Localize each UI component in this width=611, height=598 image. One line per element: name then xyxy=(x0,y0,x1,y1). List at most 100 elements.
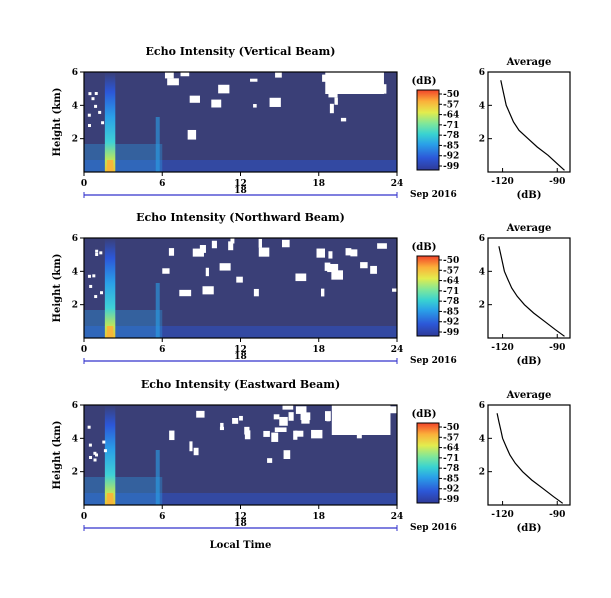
missing-data-patch xyxy=(239,415,243,421)
colorbar-tick-label: -57 xyxy=(443,266,459,276)
colorbar xyxy=(416,255,440,337)
missing-data-patch xyxy=(282,405,294,410)
early-echo-region xyxy=(84,144,163,172)
missing-data-patch xyxy=(331,270,343,280)
missing-data-patch xyxy=(258,247,270,257)
strong-echo-core xyxy=(106,326,114,338)
y-axis-label: Height (km) xyxy=(52,88,63,157)
x-tick-label: 6 xyxy=(159,512,165,522)
colorbar-tick-label: -64 xyxy=(443,111,459,121)
y-axis-label: Height (km) xyxy=(52,421,63,490)
average-profile-line xyxy=(496,413,564,504)
average-x-tick-label: -90 xyxy=(549,510,565,520)
missing-data-patch xyxy=(236,276,243,283)
missing-data-patch xyxy=(100,291,104,295)
x-tick-label: 0 xyxy=(81,179,87,189)
colorbar-label: (dB) xyxy=(412,76,437,87)
missing-data-patch xyxy=(87,113,91,117)
y-tick-label: 4 xyxy=(72,267,78,277)
missing-data-patch xyxy=(295,273,307,282)
heatmap-area xyxy=(84,238,397,338)
average-title: Average xyxy=(506,57,552,68)
x-tick-label: 24 xyxy=(391,512,404,522)
missing-data-patch xyxy=(275,72,282,78)
missing-data-patch xyxy=(94,91,98,95)
average-y-tick-label: 4 xyxy=(479,101,485,111)
missing-data-patch xyxy=(205,267,209,277)
colorbar-tick-label: -78 xyxy=(443,297,459,307)
missing-data-patch xyxy=(345,248,352,256)
average-title: Average xyxy=(506,223,552,234)
x-tick-label: 0 xyxy=(81,345,87,355)
strong-echo-plume xyxy=(104,72,116,172)
colorbar-tick-label: -92 xyxy=(443,318,459,328)
missing-data-patch xyxy=(101,121,105,125)
missing-data-patch xyxy=(88,443,92,447)
y-tick-label: 4 xyxy=(72,101,78,111)
missing-data-patch xyxy=(273,414,280,420)
average-y-tick-label: 2 xyxy=(479,301,485,311)
missing-data-patch xyxy=(388,406,397,414)
y-tick-label: 6 xyxy=(72,234,78,244)
missing-data-patch xyxy=(288,412,294,421)
missing-data-patch xyxy=(87,124,91,128)
date-label: Sep 2016 xyxy=(410,190,457,200)
average-frame xyxy=(487,404,571,506)
missing-data-patch xyxy=(95,249,99,253)
missing-data-patch xyxy=(89,284,93,288)
panel-3: Echo Intensity (Eastward Beam) 24 6 Height … xyxy=(52,378,571,534)
missing-data-patch xyxy=(360,262,368,269)
x-tick-label: 18 xyxy=(312,345,325,355)
y-tick-label: 6 xyxy=(72,401,78,411)
missing-data-patch xyxy=(189,95,200,103)
average-x-tick-label: -90 xyxy=(549,343,565,353)
colorbar-tick-label: -78 xyxy=(443,464,459,474)
missing-data-patch xyxy=(89,455,93,459)
x-tick-label: 18 xyxy=(312,512,325,522)
missing-data-patch xyxy=(324,411,331,421)
missing-data-patch xyxy=(232,418,239,424)
missing-data-patch xyxy=(87,425,91,429)
colorbar-tick-label: -99 xyxy=(443,162,459,172)
missing-data-patch xyxy=(253,104,257,108)
strong-echo-plume xyxy=(104,238,116,338)
missing-data-patch xyxy=(102,440,106,444)
average-y-tick-label: 4 xyxy=(479,267,485,277)
y-tick-label: 2 xyxy=(72,468,78,478)
x-tick-label: 12 xyxy=(234,179,247,189)
missing-data-block xyxy=(325,72,384,94)
missing-data-patch xyxy=(94,295,98,299)
panel-2: Echo Intensity (Northward Beam)246Height… xyxy=(52,211,571,367)
missing-data-patch xyxy=(168,248,175,256)
missing-data-patch xyxy=(295,406,307,414)
average-x-tick-label: -120 xyxy=(491,343,514,353)
missing-data-patch xyxy=(91,97,95,101)
colorbar-tick-label: -78 xyxy=(443,131,459,141)
colorbar-tick-label: -57 xyxy=(443,433,459,443)
strong-echo-core xyxy=(106,493,114,505)
missing-data-patch xyxy=(281,239,290,248)
missing-data-patch xyxy=(340,117,347,122)
day-label: 18 xyxy=(234,519,247,529)
missing-data-patch xyxy=(103,449,107,453)
heatmap-title: Echo Intensity (Eastward Beam) xyxy=(141,378,340,391)
missing-data-patch xyxy=(180,72,190,77)
colorbar-tick-label: -99 xyxy=(443,495,459,505)
missing-data-patch xyxy=(300,412,311,421)
missing-data-patch xyxy=(258,238,262,248)
missing-data-patch xyxy=(92,274,96,278)
missing-data-patch xyxy=(274,427,287,432)
missing-data-patch xyxy=(219,263,231,271)
missing-data-patch xyxy=(167,78,179,86)
missing-data-patch xyxy=(329,103,334,114)
average-x-tick-label: -120 xyxy=(491,510,514,520)
date-label: Sep 2016 xyxy=(410,356,457,366)
heatmap-title: Echo Intensity (Northward Beam) xyxy=(136,211,345,224)
strong-echo-core xyxy=(106,160,114,172)
x-tick-label: 24 xyxy=(391,345,404,355)
colorbar xyxy=(416,422,440,504)
missing-data-patch xyxy=(162,268,170,274)
missing-data-patch xyxy=(269,97,281,107)
missing-data-patch xyxy=(192,248,204,257)
colorbar-tick-label: -85 xyxy=(443,307,459,317)
